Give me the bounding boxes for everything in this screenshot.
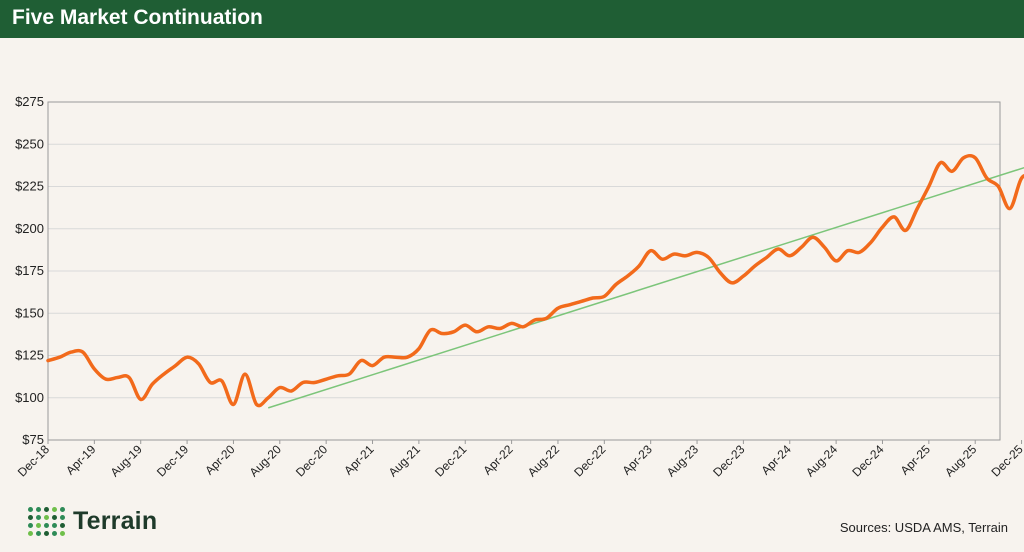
chart-title: Five Market Continuation [12, 6, 263, 29]
chart-area: $75 $100 $125 $150 $175 $200 $225 $250 $275 Dec-1… [15, 94, 1024, 479]
x-tick-label: Dec-18 [15, 442, 52, 479]
brand-name: Terrain [73, 506, 158, 535]
x-tick-label: Dec-21 [432, 442, 469, 479]
x-tick-label: Aug-21 [386, 442, 423, 479]
x-tick-label: Aug-24 [803, 442, 840, 479]
x-tick-label: Aug-22 [525, 442, 562, 479]
source-note: Sources: USDA AMS, Terrain [839, 520, 1008, 535]
x-tick-label: Aug-25 [942, 442, 979, 479]
x-tick-label: Dec-22 [571, 442, 608, 479]
trend-line [267, 166, 1024, 409]
y-tick-label: $250 [15, 136, 44, 151]
x-tick-label: Dec-20 [293, 442, 330, 479]
title-bar: Five Market Continuation [0, 0, 1024, 38]
y-tick-label: $75 [22, 432, 44, 447]
x-tick-label: Dec-23 [710, 442, 747, 479]
x-tick-label: Aug-20 [247, 442, 284, 479]
y-tick-label: $225 [15, 179, 44, 194]
plot-border [47, 101, 1001, 441]
terrain-dots-icon [28, 506, 65, 536]
y-tick-label: $150 [15, 305, 44, 320]
x-tick-label: Apr-24 [759, 442, 795, 478]
y-tick-label: $125 [15, 348, 44, 363]
x-tick-label: Apr-22 [480, 442, 516, 478]
y-tick-label: $200 [15, 221, 44, 236]
terrain-logo: Terrain [28, 504, 157, 538]
y-tick-label: $100 [15, 390, 44, 405]
y-tick-label: $275 [15, 94, 44, 109]
x-tick-label: Apr-21 [341, 442, 377, 478]
x-tick-label: Dec-24 [849, 442, 886, 479]
x-tick-label: Aug-19 [108, 442, 145, 479]
x-tick-label: Dec-19 [154, 442, 191, 479]
x-tick-label: Dec-25 [988, 442, 1024, 479]
x-tick-label: Apr-25 [898, 442, 934, 478]
x-tick-label: Aug-23 [664, 442, 701, 479]
x-tick-label: Apr-19 [63, 442, 99, 478]
x-tick-label: Apr-23 [619, 442, 655, 478]
x-tick-label: Apr-20 [202, 442, 238, 478]
y-tick-label: $175 [15, 263, 44, 278]
